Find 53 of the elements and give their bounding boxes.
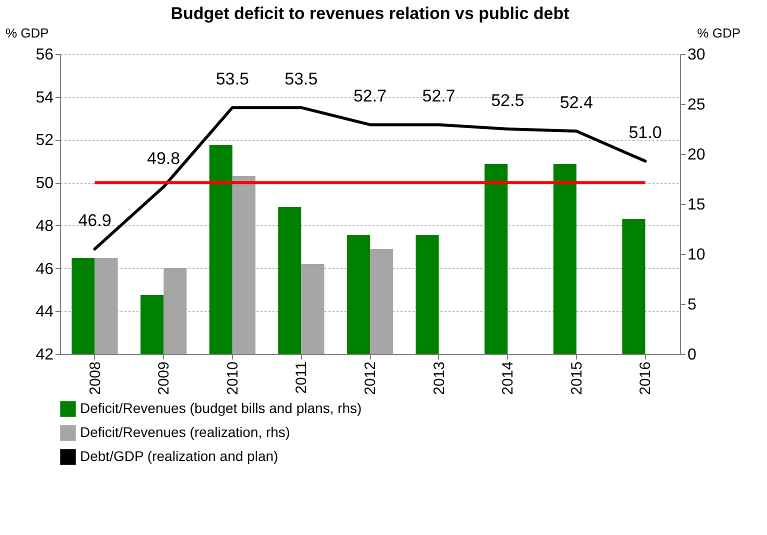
- chart-title: Budget deficit to revenues relation vs public debt: [170, 4, 570, 23]
- bar: [278, 207, 302, 354]
- y-tick-label: 44: [36, 304, 54, 321]
- y-tick-label: 46: [36, 260, 54, 278]
- data-label: 53.5: [216, 70, 249, 89]
- x-tick-label: 2015: [568, 362, 586, 395]
- legend-label: Debt/GDP (realization and plan): [80, 448, 278, 464]
- bar: [370, 249, 394, 354]
- x-tick-label: 2011: [293, 362, 310, 394]
- bar: [553, 164, 576, 354]
- x-tick-label: 2012: [362, 362, 379, 395]
- data-label: 52.4: [560, 93, 593, 112]
- data-label: 53.5: [284, 70, 318, 89]
- bar: [209, 145, 232, 354]
- data-label: 52.7: [422, 86, 456, 106]
- y-axis-title: % GDP: [6, 26, 49, 40]
- y-tick-label: 56: [36, 46, 54, 64]
- y2-tick-label: 5: [688, 296, 696, 314]
- x-tick-label: 2013: [430, 362, 448, 395]
- y2-tick-label: 15: [688, 196, 706, 214]
- x-tick-label: 2008: [86, 362, 104, 395]
- y-tick-label: 50: [36, 175, 54, 192]
- y-tick-label: 48: [36, 218, 54, 235]
- y2-axis-title: % GDP: [697, 26, 740, 40]
- data-label: 46.9: [78, 211, 112, 230]
- bar: [484, 164, 508, 354]
- legend-label: Deficit/Revenues (realization, rhs): [80, 424, 290, 440]
- bar: [622, 219, 646, 354]
- y-tick-label: 54: [36, 89, 54, 106]
- bar: [416, 235, 439, 354]
- y2-tick-label: 10: [688, 246, 706, 264]
- x-tick-label: 2014: [500, 362, 517, 395]
- data-label: 52.5: [491, 91, 524, 110]
- x-tick-label: 2010: [224, 362, 242, 395]
- bar: [72, 258, 95, 354]
- data-label: 49.8: [147, 148, 180, 168]
- y2-tick-label: 20: [688, 146, 706, 164]
- bar: [164, 268, 187, 354]
- x-tick-label: 2016: [637, 362, 654, 395]
- y2-tick-label: 0: [688, 346, 696, 364]
- x-tick-label: 2009: [156, 362, 173, 395]
- y-tick-label: 52: [36, 132, 54, 150]
- bar: [301, 264, 324, 354]
- legend-label: Deficit/Revenues (budget bills and plans, rhs): [80, 400, 362, 416]
- y2-tick-label: 30: [688, 46, 706, 64]
- y-tick-label: 42: [36, 346, 54, 364]
- bar: [346, 235, 370, 354]
- bar: [232, 176, 256, 354]
- bar: [140, 295, 164, 354]
- data-label: 51.0: [628, 123, 662, 142]
- data-label: 52.7: [353, 86, 387, 106]
- bar: [94, 258, 118, 354]
- y2-tick-label: 25: [688, 96, 706, 114]
